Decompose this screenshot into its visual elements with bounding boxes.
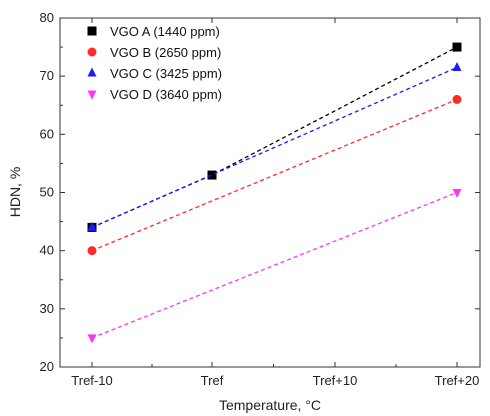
- series-line-2: [91, 98, 458, 252]
- data-point-2: [452, 94, 462, 104]
- legend-label-3: VGO C (3425 ppm): [110, 66, 222, 81]
- data-point-3: [87, 221, 97, 231]
- legend-marker-2: [87, 47, 97, 57]
- legend: VGO A (1440 ppm) VGO B (2650 ppm) VGO C (3…: [87, 24, 222, 102]
- data-point-4: [87, 334, 97, 344]
- x-axis-title: Temperature, °C: [219, 397, 321, 413]
- y-tick-label: 50: [40, 185, 54, 200]
- data-point-1: [207, 170, 217, 180]
- data-point-1: [452, 42, 462, 52]
- legend-label-2: VGO B (2650 ppm): [110, 45, 221, 60]
- y-axis-title: HDN, %: [7, 167, 23, 218]
- legend-marker-1: [87, 26, 97, 36]
- y-tick-label: 40: [40, 243, 54, 258]
- data-point-3: [452, 61, 462, 71]
- series-line-4: [91, 191, 458, 339]
- data-point-4: [452, 189, 462, 198]
- axis-ticks: 20 30 40 50 60 70 80 Tref-10 Tref Tref+10 Tref+20: [40, 10, 480, 388]
- legend-label-4: VGO D (3640 ppm): [110, 87, 222, 102]
- series-line-3: [91, 66, 458, 228]
- legend-marker-3: [87, 67, 97, 77]
- y-tick-label: 70: [40, 68, 54, 83]
- legend-marker-4: [87, 90, 97, 100]
- y-tick-label: 80: [40, 10, 54, 25]
- legend-label-1: VGO A (1440 ppm): [110, 24, 220, 39]
- y-tick-label: 20: [40, 359, 54, 374]
- x-tick-label: Tref: [201, 373, 224, 388]
- x-tick-label: Tref+20: [435, 373, 480, 388]
- data-point-2: [87, 246, 97, 256]
- y-tick-label: 60: [40, 126, 54, 141]
- series-layer: [87, 42, 462, 344]
- y-tick-label: 30: [40, 301, 54, 316]
- x-tick-label: Tref-10: [71, 373, 112, 388]
- x-tick-label: Tref+10: [313, 373, 358, 388]
